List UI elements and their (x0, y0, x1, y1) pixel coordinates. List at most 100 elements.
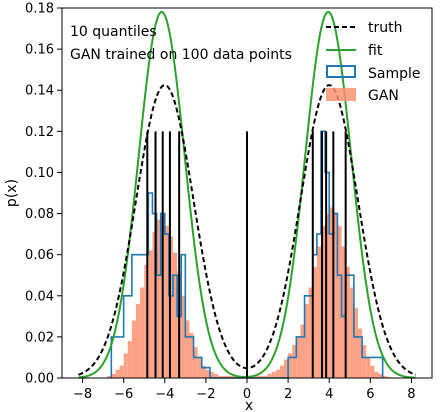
gan-bar (123, 353, 128, 378)
gan-bar (382, 375, 387, 378)
gan-bar (214, 373, 219, 378)
gan-bar (201, 365, 206, 378)
gan-bar (308, 287, 313, 378)
gan-bar (193, 347, 198, 378)
x-tick-label: −2 (196, 387, 215, 402)
x-tick-label: 0 (243, 387, 251, 402)
gan-bar (263, 375, 268, 378)
x-tick-label: −6 (114, 387, 133, 402)
gan-bar (255, 375, 260, 378)
gan-bar (345, 267, 350, 378)
gan-bar (316, 246, 321, 378)
gan-bar (271, 371, 276, 378)
gan-bar (136, 304, 141, 378)
legend-gan-swatch (326, 88, 356, 101)
gan-bar (329, 207, 334, 378)
gan-bar (173, 252, 178, 378)
gan-bar (325, 213, 330, 378)
legend-sample-swatch (326, 65, 356, 78)
gan-bar (140, 287, 145, 378)
y-tick-label: 0.14 (25, 84, 54, 99)
gan-bar (148, 250, 153, 378)
gan-bar (189, 332, 194, 378)
gan-bar (366, 357, 371, 378)
y-tick-label: 0.16 (25, 43, 54, 58)
gan-bar (205, 369, 210, 378)
y-tick-label: 0.04 (25, 289, 54, 304)
gan-bar (374, 371, 379, 378)
gan-bar (288, 353, 293, 378)
gan-bar (127, 341, 132, 378)
x-axis-label: x (245, 398, 253, 412)
gan-bar (321, 225, 326, 378)
gan-bar (386, 376, 391, 378)
gan-bar (353, 308, 358, 378)
sample-step-left (110, 192, 211, 378)
gan-bar (337, 225, 342, 378)
gan-bar (304, 304, 309, 378)
gan-bar (218, 375, 223, 378)
gan-bar (275, 369, 280, 378)
gan-bar (111, 373, 116, 378)
y-tick-label: 0.10 (25, 166, 54, 181)
y-tick-label: 0.06 (25, 248, 54, 263)
gan-bar (300, 324, 305, 378)
gan-bar (156, 219, 161, 378)
gan-bar (168, 236, 173, 378)
gan-bar (292, 345, 297, 378)
gan-bar (197, 357, 202, 378)
gan-bar (222, 375, 227, 378)
legend-sample-label: Sample (368, 66, 421, 82)
gan-bar (358, 328, 363, 378)
y-axis-ticks: 0.00 0.02 0.04 0.06 0.08 0.10 0.12 0.14 0.16 0.18 (25, 2, 62, 387)
y-tick-label: 0.12 (25, 125, 54, 140)
gan-bar (144, 264, 149, 378)
x-tick-label: 2 (284, 387, 292, 402)
gan-bar (152, 232, 157, 378)
x-tick-label: 4 (325, 387, 333, 402)
x-tick-label: 8 (407, 387, 415, 402)
annotation-gan-trained: GAN trained on 100 data points (70, 47, 292, 63)
gan-histogram (107, 207, 391, 378)
gan-bar (296, 336, 301, 378)
gan-bar (164, 225, 169, 378)
gan-bar (284, 359, 289, 378)
x-tick-label: 6 (366, 387, 374, 402)
gan-bar (333, 213, 338, 378)
gan-bar (185, 320, 190, 378)
gan-bar (119, 365, 124, 378)
y-axis-label: p(x) (4, 179, 20, 207)
gan-bar (362, 345, 367, 378)
gan-bar (312, 267, 317, 378)
gan-bar (267, 373, 272, 378)
sample-step-right (210, 130, 384, 379)
gan-bar (230, 375, 235, 378)
y-tick-label: 0.02 (25, 330, 54, 345)
x-axis-ticks: −8 −6 −4 −2 0 2 4 6 8 (73, 378, 416, 402)
gan-bar (131, 320, 136, 378)
gan-bar (181, 295, 186, 378)
gan-bar (341, 246, 346, 378)
x-tick-label: −8 (73, 387, 92, 402)
legend-fit-label: fit (368, 43, 383, 59)
quantile-lines (146, 131, 347, 378)
gan-bar (115, 369, 120, 378)
gan-bar (378, 373, 383, 378)
sample-histogram (110, 130, 384, 379)
x-tick-label: −4 (155, 387, 174, 402)
y-tick-label: 0.00 (25, 372, 54, 387)
gan-bar (259, 375, 264, 378)
gan-bar (349, 287, 354, 378)
annotation-quantiles: 10 quantiles (70, 24, 157, 40)
y-tick-label: 0.18 (25, 2, 54, 17)
gan-bar (210, 371, 215, 378)
gan-bar (226, 375, 231, 378)
legend: truth fit Sample GAN (326, 20, 421, 104)
y-tick-label: 0.08 (25, 207, 54, 222)
gan-bar (107, 375, 112, 378)
legend-truth-label: truth (368, 20, 402, 36)
gan-bar (370, 365, 375, 378)
legend-gan-label: GAN (368, 88, 399, 104)
gan-bar (279, 365, 284, 378)
